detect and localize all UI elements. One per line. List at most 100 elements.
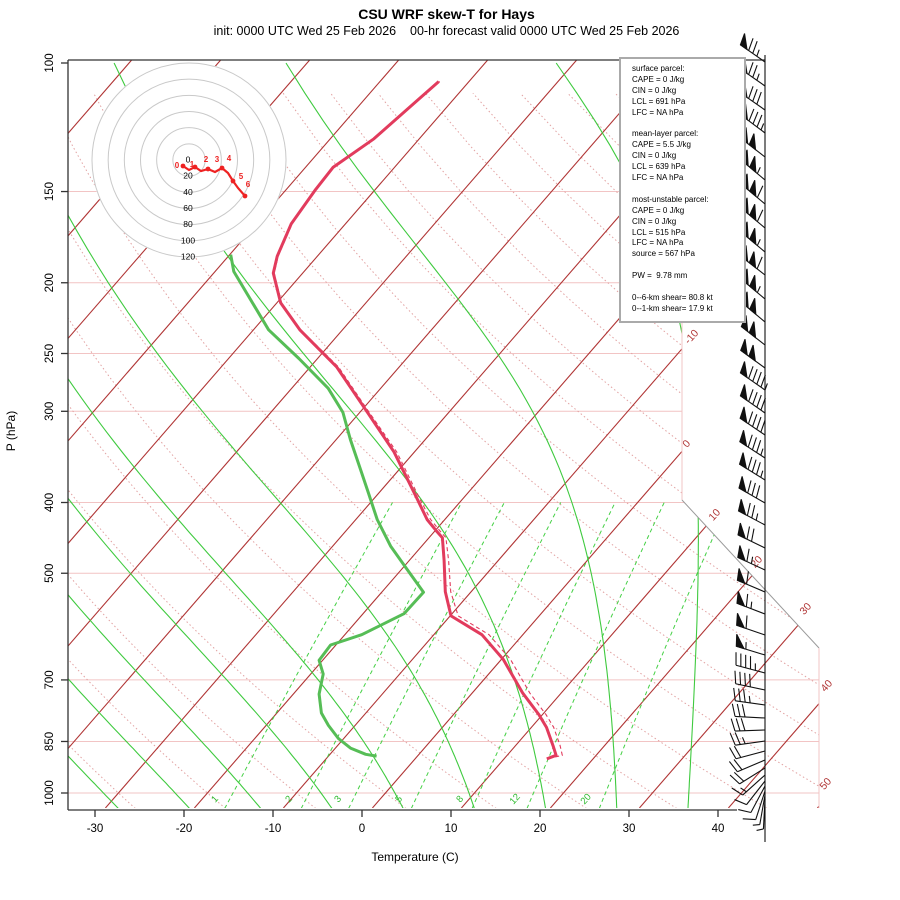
pressure-tick-label: 700 xyxy=(44,670,56,689)
isotherm-label: 20 xyxy=(748,554,765,571)
sounding-traces xyxy=(229,80,563,761)
parcel-info-box: surface parcel: CAPE = 0 J/kg CIN = 0 J/kg… xyxy=(619,57,746,323)
wind-barb xyxy=(739,33,766,63)
hodograph-ring-label: 60 xyxy=(183,203,193,213)
parcel-info-line: mean-layer parcel: xyxy=(632,129,699,139)
wind-barb xyxy=(739,384,766,414)
wind-barb xyxy=(738,785,766,814)
hodograph-point-label: 6 xyxy=(246,180,251,189)
hodograph-point-label: 3 xyxy=(215,155,220,164)
temp-tick-label: 30 xyxy=(623,823,636,835)
parcel-info-line: most-unstable parcel: xyxy=(632,194,709,204)
pressure-tick-label: 300 xyxy=(44,402,56,421)
parcel-info-line: CIN = 0 J/kg xyxy=(632,151,677,161)
pressure-tick-label: 850 xyxy=(44,732,56,751)
wind-barb xyxy=(740,338,766,369)
wind-barb xyxy=(729,745,766,760)
parcel-info-line: CAPE = 0 J/kg xyxy=(632,74,685,84)
parcel-info-line xyxy=(632,260,742,271)
wind-barb xyxy=(742,790,766,821)
temp-tick-label: 20 xyxy=(534,823,547,835)
chart-subtitle: init: 0000 UTC Wed 25 Feb 2026 00-hr for… xyxy=(213,24,680,38)
mixing-ratio-label: 3 xyxy=(332,794,344,805)
temp-tick-label: -30 xyxy=(87,823,104,835)
isotherm-label: 10 xyxy=(706,507,723,524)
parcel-info-line: source = 567 hPa xyxy=(632,249,695,259)
isotherm-label: 40 xyxy=(818,678,835,695)
background-lines xyxy=(68,60,819,808)
pressure-tick-label: 100 xyxy=(44,53,56,72)
chart-title: CSU WRF skew-T for Hays xyxy=(358,6,535,22)
hodograph-ring-label: 40 xyxy=(183,187,193,197)
parcel-info-line: LFC = NA hPa xyxy=(632,238,684,248)
wind-barb xyxy=(738,452,766,481)
wind-barb xyxy=(728,759,766,773)
temp-tick-label: -10 xyxy=(265,823,282,835)
parcel-info-line: LCL = 639 hPa xyxy=(632,162,686,172)
hodograph-ring-label: 120 xyxy=(181,252,195,262)
wind-barb xyxy=(737,545,766,571)
wind-barb xyxy=(739,406,766,436)
parcel-info-line: CAPE = 5.5 J/kg xyxy=(632,140,691,150)
mixing-ratio-label: 12 xyxy=(508,792,523,807)
parcel-info-line: 0--6-km shear= 80.8 kt xyxy=(632,292,713,302)
hodograph-ring-label: 20 xyxy=(183,171,193,181)
wind-barb xyxy=(739,361,768,391)
wind-barb xyxy=(736,591,766,615)
wind-barb xyxy=(735,633,766,656)
hodograph-point-label: 4 xyxy=(227,154,232,163)
dewpoint-trace xyxy=(229,254,425,758)
temp-tick-label: -20 xyxy=(176,823,193,835)
temp-tick-label: 10 xyxy=(445,823,458,835)
temperature-axis-label: Temperature (C) xyxy=(371,850,459,864)
pressure-tick-label: 500 xyxy=(44,564,56,583)
hodograph-ring-label: 100 xyxy=(181,235,195,245)
parcel-info-line: CAPE = 0 J/kg xyxy=(632,205,685,215)
wind-barb xyxy=(729,732,766,746)
mixing-ratio-label: 1 xyxy=(209,794,221,805)
hodograph-point-label: 1 xyxy=(190,160,195,169)
temperature-trace xyxy=(271,80,558,761)
parcel-info-line: PW = 9.78 mm xyxy=(632,271,688,281)
temp-tick-label: 0 xyxy=(359,823,365,835)
mixing-ratio-label: 2 xyxy=(283,794,295,805)
hodograph-ring-label: 0 xyxy=(186,155,191,165)
wind-barb xyxy=(734,780,766,806)
mixing-ratio-label: 5 xyxy=(393,794,405,805)
isotherm-label: 30 xyxy=(797,601,814,618)
virtual-temp-trace xyxy=(273,81,563,760)
parcel-info-line: LFC = NA hPa xyxy=(632,173,684,183)
wind-barb xyxy=(729,767,766,785)
parcel-info-line xyxy=(632,184,742,195)
hodograph-point-label: 5 xyxy=(239,172,244,181)
parcel-info-line: surface parcel: xyxy=(632,64,685,73)
isotherm-label: 50 xyxy=(817,776,834,793)
wind-barb xyxy=(756,798,766,831)
wind-barb xyxy=(736,568,766,593)
parcel-info-line: CIN = 0 J/kg xyxy=(632,216,677,226)
hodograph-ring-label: 80 xyxy=(183,219,193,229)
wind-barb xyxy=(733,687,766,706)
wind-barb xyxy=(730,718,766,732)
pressure-tick-label: 200 xyxy=(44,273,56,292)
pressure-axis-label: P (hPa) xyxy=(4,410,18,452)
parcel-info-line xyxy=(632,282,742,293)
mixing-ratio-label: 20 xyxy=(579,792,594,807)
temp-tick-label: 40 xyxy=(712,823,725,835)
wind-barb xyxy=(737,499,766,526)
parcel-info-line xyxy=(632,119,742,130)
parcel-info-line: 0--1-km shear= 17.9 kt xyxy=(632,303,713,313)
parcel-info-line: LCL = 691 hPa xyxy=(632,96,686,106)
hodograph-point-label: 0 xyxy=(175,161,180,170)
hodograph-point-label: 2 xyxy=(204,155,209,164)
mixing-ratio-label: 8 xyxy=(454,794,466,805)
pressure-tick-label: 1000 xyxy=(44,780,56,806)
wind-barb xyxy=(752,794,766,826)
parcel-info-line: CIN = 0 J/kg xyxy=(632,85,677,95)
wind-barb xyxy=(731,774,766,796)
parcel-info-line: LCL = 515 hPa xyxy=(632,227,686,237)
